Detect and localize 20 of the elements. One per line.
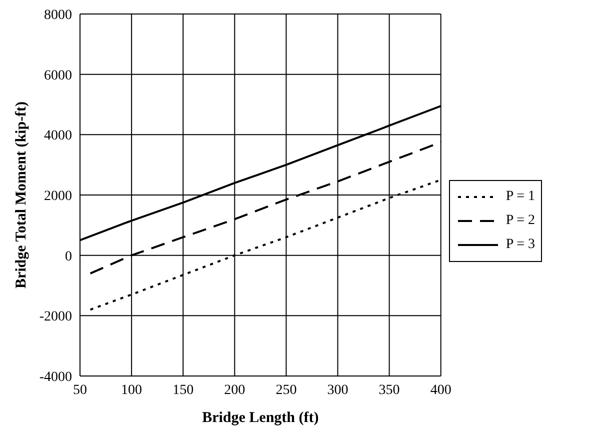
x-tick-label: 200: [224, 382, 246, 398]
y-tick-label: 4000: [44, 128, 72, 144]
legend-label: P = 3: [506, 237, 535, 253]
y-axis-title: Bridge Total Moment (kip-ft): [13, 101, 30, 289]
y-tick-label: -2000: [39, 310, 72, 325]
x-tick-label: 100: [121, 382, 142, 398]
y-tick-label: 0: [65, 249, 72, 264]
y-tick-label: -4000: [39, 370, 72, 385]
legend-label: P = 1: [506, 189, 535, 205]
x-tick-label: 250: [276, 382, 297, 398]
x-tick-label: 300: [327, 382, 348, 398]
x-tick-label: 400: [430, 382, 452, 398]
y-tick-label: 6000: [44, 68, 72, 84]
y-tick-label: 2000: [44, 188, 72, 204]
x-tick-label: 150: [172, 382, 194, 398]
x-axis-title: Bridge Length (ft): [202, 410, 319, 426]
y-tick-label: 8000: [44, 8, 72, 23]
x-tick-label: 350: [378, 382, 400, 398]
legend-label: P = 2: [506, 213, 535, 229]
x-tick-label: 50: [73, 382, 87, 398]
